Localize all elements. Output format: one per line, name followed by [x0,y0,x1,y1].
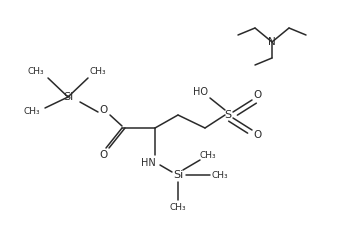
Text: O: O [99,150,107,160]
Text: CH₃: CH₃ [90,67,106,76]
Text: O: O [254,90,262,100]
Text: Si: Si [173,170,183,180]
Text: CH₃: CH₃ [28,67,44,76]
Text: S: S [224,110,231,120]
Text: HO: HO [192,87,208,97]
Text: CH₃: CH₃ [24,108,40,116]
Text: Si: Si [63,92,73,102]
Text: CH₃: CH₃ [212,170,228,179]
Text: O: O [99,105,107,115]
Text: CH₃: CH₃ [170,202,186,212]
Text: N: N [268,37,276,47]
Text: HN: HN [141,158,155,168]
Text: CH₃: CH₃ [200,152,216,161]
Text: O: O [254,130,262,140]
